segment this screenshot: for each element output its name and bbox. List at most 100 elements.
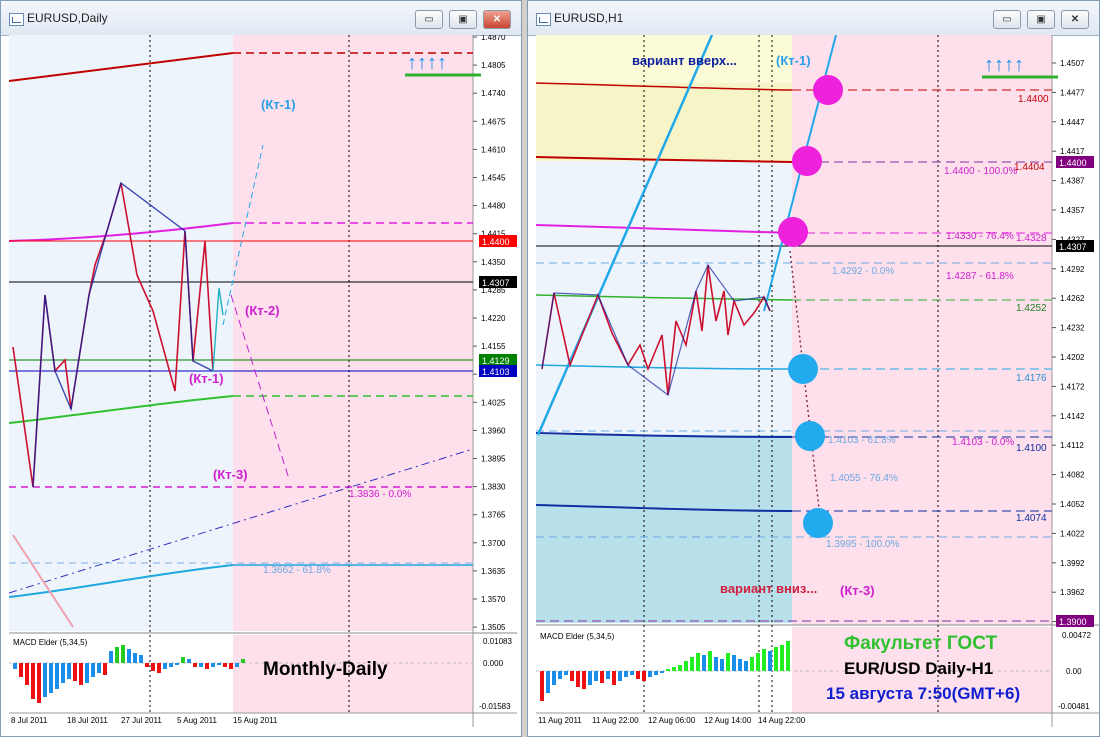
- date-label: 18 Jul 2011: [67, 716, 108, 725]
- target-circle-magenta: [813, 75, 843, 105]
- price-line-alt: [32, 181, 214, 488]
- scale-label: 1.4477: [1060, 88, 1085, 97]
- macd-future-zone: [233, 635, 473, 713]
- macd-bar: [97, 663, 101, 673]
- date-label: 11 Aug 22:00: [592, 716, 639, 725]
- scale-label: 1.4232: [1060, 324, 1085, 333]
- date-label: 14 Aug 22:00: [758, 716, 806, 725]
- macd-bar: [666, 669, 670, 671]
- macd-bar: [37, 663, 41, 703]
- price-line: [541, 264, 771, 396]
- macd-bar: [85, 663, 89, 683]
- macd-bar: [546, 671, 550, 693]
- titlebar[interactable]: EURUSD,Daily ▭ ▣ ✕: [1, 1, 521, 36]
- level-label: 1.4074: [1016, 513, 1047, 524]
- close-button[interactable]: ✕: [1061, 10, 1089, 29]
- price-tag: [1056, 156, 1094, 168]
- scale-label: 1.4415: [481, 230, 506, 239]
- caption-pair: EUR/USD Daily-H1: [844, 659, 994, 678]
- level-label: 1.3995 - 100.0%: [826, 539, 899, 550]
- caption-date: 15 августа 7:50(GMT+6): [826, 684, 1021, 703]
- macd-scale-top: 0.00472: [1062, 631, 1091, 640]
- price-scale: 1.4507 1.4477 1.4447 1.4417 1.4387 1.4357 1.43…: [1052, 59, 1085, 627]
- macd-bar: [211, 663, 215, 667]
- close-button[interactable]: ✕: [483, 10, 511, 29]
- macd-bar: [774, 647, 778, 671]
- scale-label: 1.4262: [1060, 294, 1085, 303]
- annotation-kt2: (Кт-2): [245, 303, 280, 318]
- scale-label: 1.4357: [1060, 206, 1085, 215]
- scale-label: 1.4675: [481, 117, 506, 126]
- price-tag: [479, 235, 517, 247]
- macd-bar: [732, 655, 736, 671]
- scale-label: 1.4112: [1060, 441, 1084, 450]
- macd-bar: [43, 663, 47, 697]
- restore-button[interactable]: ▣: [449, 10, 477, 29]
- level-label: 1.4252: [1016, 303, 1047, 314]
- macd-bar: [151, 663, 155, 671]
- price-tags: 1.4400 1.4307 1.3900: [1056, 156, 1094, 627]
- scale-label: 1.4387: [1060, 177, 1085, 186]
- date-label: 8 Jul 2011: [11, 716, 48, 725]
- scale-label: 1.4082: [1060, 471, 1085, 480]
- scale-label: 1.3895: [481, 455, 506, 464]
- scale-label: 1.3962: [1060, 588, 1085, 597]
- macd-future-zone: [792, 627, 1052, 713]
- navy-level-curve: [536, 504, 793, 512]
- macd-scale-bottom: -0.01583: [479, 702, 511, 711]
- macd-bar: [708, 651, 712, 671]
- macd-bar: [19, 663, 23, 677]
- window-title: EURUSD,H1: [554, 11, 624, 25]
- minimize-button[interactable]: ▭: [415, 10, 443, 29]
- price-chart[interactable]: ↑↑↑↑ вариант вверх... (Кт-1) вариант вни…: [536, 35, 1100, 727]
- macd-bar: [163, 663, 167, 669]
- arrows-up-icon: ↑↑↑↑: [984, 54, 1024, 76]
- blue-level-curve: [536, 432, 793, 438]
- restore-button[interactable]: ▣: [1027, 10, 1055, 29]
- scale-label: 1.4172: [1060, 382, 1085, 391]
- cyan-level-curve: [9, 564, 234, 598]
- annotation-kt1: (Кт-1): [776, 53, 811, 68]
- price-line-alt: [541, 263, 771, 397]
- price-tag-label: 1.4103: [482, 367, 510, 377]
- window-eurusd-daily[interactable]: EURUSD,Daily ▭ ▣ ✕: [0, 0, 522, 737]
- scale-label: 1.4155: [481, 342, 506, 351]
- projection-up: [222, 144, 264, 326]
- future-zone: [233, 35, 473, 631]
- red-level-curve: [9, 52, 234, 82]
- macd-bar: [205, 663, 209, 669]
- price-tag-label: 1.4129: [482, 356, 510, 366]
- macd-bar: [223, 663, 227, 667]
- macd-bar: [672, 667, 676, 671]
- macd-bar: [121, 645, 125, 663]
- macd-bar: [217, 663, 221, 665]
- price-tag: [1056, 240, 1094, 252]
- minimize-button[interactable]: ▭: [993, 10, 1021, 29]
- level-label: 1.4287 - 61.8%: [946, 271, 1014, 282]
- scale-label: 1.4740: [481, 89, 506, 98]
- scale-label: 1.4202: [1060, 353, 1085, 362]
- green-level-curve: [9, 395, 234, 424]
- titlebar[interactable]: EURUSD,H1 ▭ ▣ ✕: [528, 1, 1099, 36]
- macd-bar: [720, 659, 724, 671]
- date-label: 11 Aug 2011: [538, 716, 582, 725]
- scale-label: 1.4545: [481, 174, 506, 183]
- macd-bar: [726, 653, 730, 671]
- macd-histogram: [540, 641, 790, 701]
- macd-bar: [13, 663, 17, 669]
- macd-bar: [175, 663, 179, 665]
- window-eurusd-h1[interactable]: EURUSD,H1 ▭ ▣ ✕: [527, 0, 1100, 737]
- macd-bar: [61, 663, 65, 683]
- scale-label: 1.4025: [481, 398, 506, 407]
- scale-label: 1.4327: [1060, 235, 1085, 244]
- price-tag: [479, 354, 517, 366]
- caption-faculty: Факультет ГОСТ: [844, 633, 998, 654]
- scale-label: 1.4480: [481, 202, 506, 211]
- price-tag-label: 1.3900: [1059, 617, 1087, 627]
- annotation-kt1-upper: (Кт-1): [261, 97, 296, 112]
- macd-bar: [756, 653, 760, 671]
- macd-bar: [612, 671, 616, 685]
- price-tag: [479, 276, 517, 288]
- price-chart[interactable]: ↑↑↑↑ (Кт-1) (Кт-2) (Кт-1) (Кт-3) 1.3836 …: [9, 35, 517, 727]
- macd-bar: [103, 663, 107, 675]
